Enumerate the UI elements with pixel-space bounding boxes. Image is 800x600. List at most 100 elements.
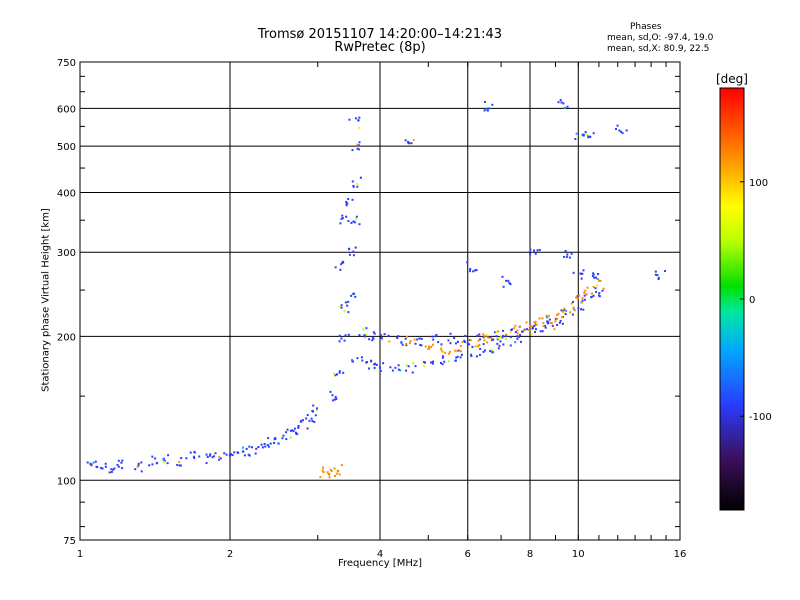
data-point (396, 336, 399, 339)
data-point (519, 334, 522, 337)
data-point (192, 455, 195, 458)
data-point (581, 133, 584, 136)
data-point (563, 255, 566, 258)
data-point (357, 148, 360, 151)
data-point (248, 445, 251, 448)
data-point (311, 420, 314, 423)
data-point (379, 334, 382, 337)
data-point (401, 343, 404, 346)
data-point (354, 295, 357, 298)
data-point (206, 456, 209, 459)
data-point (338, 473, 341, 476)
data-point (88, 463, 91, 466)
data-point (341, 260, 344, 263)
data-point (352, 220, 355, 223)
data-point (267, 437, 270, 440)
data-point (380, 337, 383, 340)
x-ticks: 1 2 4 6 8 10 16 (77, 62, 686, 560)
data-point (285, 438, 288, 441)
data-point (328, 476, 331, 479)
data-point (430, 345, 433, 348)
data-point (528, 329, 531, 332)
data-point (459, 345, 462, 348)
data-point (345, 204, 348, 207)
data-point (519, 325, 522, 328)
data-point (432, 338, 435, 341)
data-point (542, 321, 545, 324)
data-point (260, 443, 263, 446)
data-point (117, 459, 120, 462)
data-point (566, 253, 569, 256)
data-point (557, 312, 560, 315)
data-point (237, 451, 240, 454)
data-point (416, 338, 419, 341)
data-point (616, 124, 619, 127)
data-point (382, 362, 385, 365)
data-point (579, 272, 582, 275)
data-point (483, 335, 486, 338)
data-point (179, 464, 182, 467)
data-point (219, 457, 222, 460)
data-point (351, 180, 354, 183)
data-point (454, 359, 457, 362)
data-point (491, 339, 494, 342)
data-point (345, 200, 348, 203)
data-point (435, 333, 438, 336)
data-point (581, 272, 584, 275)
data-point (440, 346, 443, 349)
data-point (541, 317, 544, 320)
data-point (356, 357, 359, 360)
data-point (583, 291, 586, 294)
data-point (110, 470, 113, 473)
data-point (501, 336, 504, 339)
data-point (493, 331, 496, 334)
data-point (292, 430, 295, 433)
data-point (587, 135, 590, 138)
data-point (297, 426, 300, 429)
data-point (289, 429, 292, 432)
data-point (353, 292, 356, 295)
data-point (329, 468, 332, 471)
data-point (293, 427, 296, 430)
y-tick-label: 200 (57, 332, 76, 343)
data-point (472, 270, 475, 273)
data-point (274, 437, 277, 440)
data-point (285, 431, 288, 434)
data-point (499, 336, 502, 339)
data-point (464, 334, 467, 337)
data-point (297, 425, 300, 428)
data-point (572, 306, 575, 309)
data-point (463, 339, 466, 342)
data-point (447, 352, 450, 355)
data-point (598, 295, 601, 298)
data-point (538, 317, 541, 320)
data-point (151, 455, 154, 458)
stats-heading: Phases (630, 22, 662, 32)
data-point (463, 340, 466, 343)
data-point (598, 292, 601, 295)
data-point (348, 118, 351, 121)
data-point (586, 286, 589, 289)
data-point (513, 327, 516, 330)
data-point (482, 343, 485, 346)
data-point (469, 270, 472, 273)
data-point (437, 341, 440, 344)
data-point (335, 397, 338, 400)
data-point (296, 433, 299, 436)
data-point (322, 471, 325, 474)
data-point (441, 356, 444, 359)
data-point (354, 117, 357, 120)
data-point (263, 442, 266, 445)
data-point (534, 330, 537, 333)
data-point (348, 247, 351, 250)
x-tick-label: 2 (227, 549, 233, 560)
data-point (582, 308, 585, 311)
data-point (193, 457, 196, 460)
x-tick-label: 1 (77, 549, 83, 560)
data-point (361, 359, 364, 362)
data-point (231, 454, 234, 457)
data-point (233, 451, 236, 454)
data-point (516, 329, 519, 332)
data-point (486, 109, 489, 112)
data-point (348, 253, 351, 256)
